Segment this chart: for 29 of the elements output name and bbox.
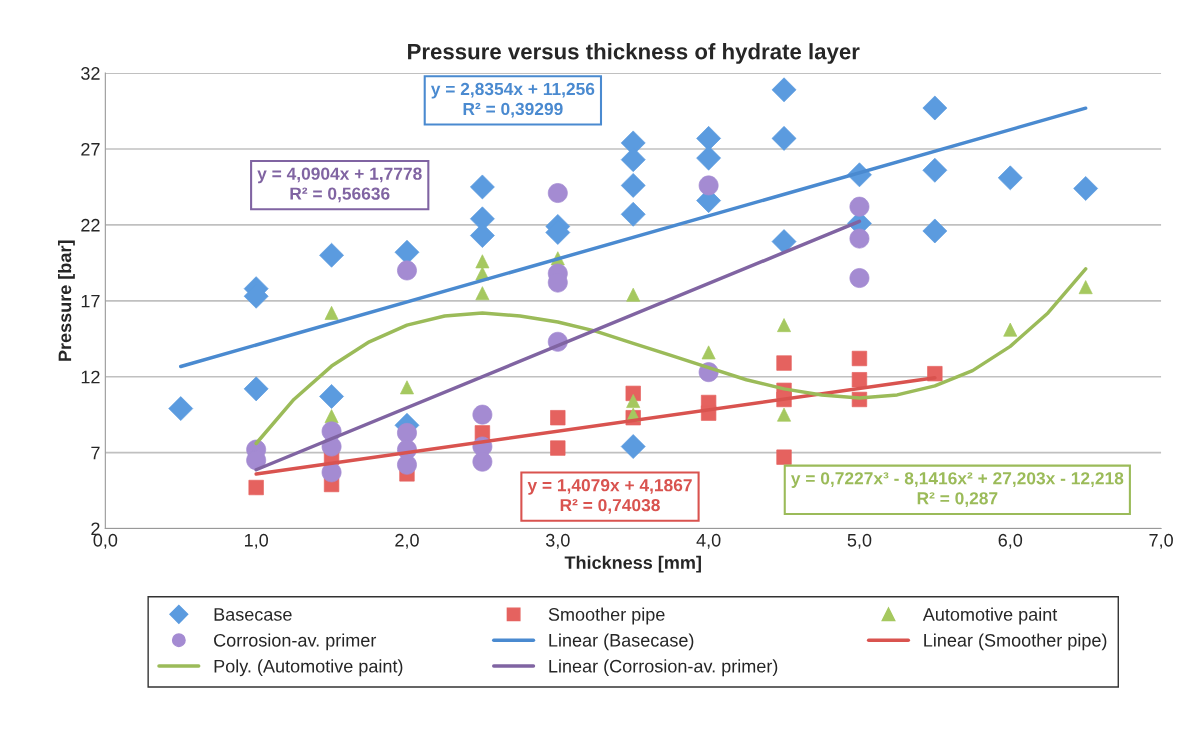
y-tick-label: 22 bbox=[81, 218, 100, 232]
legend-label: Smoother pipe bbox=[548, 607, 665, 625]
x-tick-label: 4,0 bbox=[696, 533, 721, 549]
y-tick-label: 7 bbox=[91, 446, 100, 460]
legend-label: Basecase bbox=[214, 608, 292, 621]
annotation: y = 4,0904x + 1,7778 R² = 0,56636 bbox=[257, 167, 422, 203]
x-tick-label: 2,0 bbox=[395, 533, 419, 549]
x-tick-label: 7,0 bbox=[1149, 533, 1173, 549]
y-tick-label: 12 bbox=[81, 370, 100, 384]
legend-label: Linear (Smoother pipe) bbox=[924, 633, 1107, 651]
legend-label: Linear (Corrosion-av. primer) bbox=[549, 659, 778, 677]
x-tick-label: 1,0 bbox=[244, 533, 268, 549]
x-tick-label: 6,0 bbox=[998, 533, 1023, 549]
x-axis-title: Thickness [mm] bbox=[564, 555, 701, 573]
legend-label: Linear (Basecase) bbox=[549, 633, 694, 651]
legend-label: Corrosion-av. primer bbox=[214, 633, 377, 651]
y-tick-label: 32 bbox=[81, 67, 100, 80]
legend-label: Poly. (Automotive paint) bbox=[214, 659, 403, 677]
chart-title: Pressure versus thickness of hydrate layer bbox=[408, 43, 860, 64]
legend-label: Automotive paint bbox=[922, 607, 1058, 625]
y-tick-label: 27 bbox=[81, 142, 100, 156]
annotation: y = 0,7227x³ - 8,1416x² + 27,203x - 12,218 R² = 0,287 bbox=[790, 472, 1124, 507]
annotation: y = 2,8354x + 11,256 R² = 0,39299 bbox=[430, 82, 595, 118]
annotation: y = 1,4079x + 4,1867 R² = 0,74038 bbox=[527, 479, 692, 514]
y-tick-label: 17 bbox=[81, 294, 100, 308]
x-tick-label: 5,0 bbox=[847, 533, 872, 549]
x-tick-label: 3,0 bbox=[545, 533, 570, 549]
x-tick-label: 0,0 bbox=[93, 533, 118, 549]
y-axis-title: Pressure [bar] bbox=[58, 240, 75, 361]
